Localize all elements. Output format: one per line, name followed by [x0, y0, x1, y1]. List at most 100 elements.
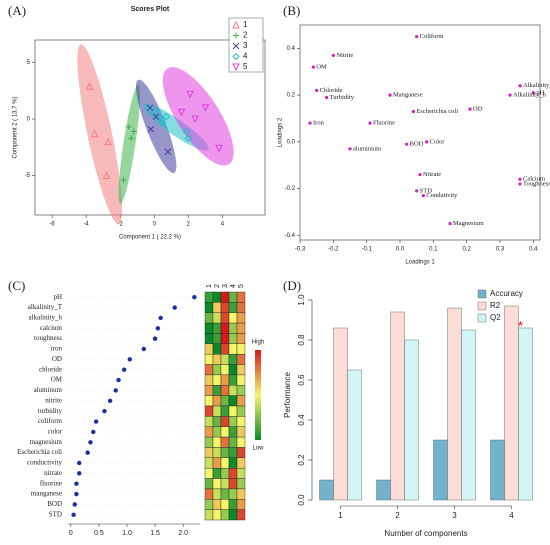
heatmap-cell	[204, 426, 214, 438]
heatmap-cell	[204, 312, 214, 324]
category-label: color	[48, 428, 63, 436]
heatmap-cell	[204, 353, 214, 365]
legend-swatch	[477, 301, 487, 311]
heatmap-cell	[204, 457, 214, 469]
heatmap-cell	[212, 416, 222, 427]
legend-label: 1	[243, 20, 248, 29]
heatmap-cell	[220, 467, 230, 479]
x-tick-label: 4	[221, 222, 225, 228]
heatmap-cell	[236, 488, 246, 500]
heatmap-cell	[212, 385, 222, 396]
dot	[74, 481, 79, 486]
dot	[121, 367, 127, 372]
colorbar-label: Low	[252, 446, 264, 452]
point	[411, 109, 415, 114]
x-tick-label: 2	[187, 222, 191, 228]
dot	[77, 460, 82, 466]
point-label: Coliform	[420, 33, 444, 40]
point-label: pH	[536, 89, 544, 96]
dot	[107, 398, 113, 404]
x-tick-label: -6	[49, 222, 55, 228]
heatmap-cell	[204, 364, 214, 376]
x-tick-label: 0.5	[94, 530, 104, 537]
point-label: Manganese	[393, 92, 423, 99]
category-label: coliform	[38, 417, 63, 425]
point-label: Calcium	[523, 176, 545, 183]
heatmap-cell	[228, 405, 238, 417]
heatmap-cell	[212, 364, 222, 376]
annotation: *	[518, 318, 524, 334]
heatmap-cell	[228, 436, 238, 448]
heatmap-cell	[236, 333, 246, 345]
heatmap-cell	[204, 478, 214, 490]
category-label: alkalinity_T	[28, 303, 63, 311]
y-tick-label: 0.4	[297, 414, 306, 426]
heatmap-cell	[220, 343, 230, 355]
point	[468, 107, 472, 111]
point	[518, 177, 522, 181]
heatmap-cell	[228, 447, 238, 459]
dot	[72, 502, 77, 507]
point-label: Alkalinity_T	[523, 82, 550, 89]
heatmap-cell	[236, 405, 246, 417]
point	[85, 82, 94, 90]
x-tick-label: 0.1	[429, 247, 438, 253]
dot	[74, 491, 79, 497]
point	[90, 129, 99, 138]
point-label: Nitrite	[336, 52, 353, 59]
heatmap-cell	[236, 364, 246, 376]
heatmap-column-label: 2	[214, 284, 221, 288]
point	[120, 177, 127, 183]
heatmap-cell	[228, 322, 238, 334]
heatmap-cell	[212, 343, 222, 355]
heatmap-cell	[228, 499, 238, 510]
point	[128, 135, 135, 142]
heatmap-cell	[220, 364, 230, 376]
heatmap-cell	[236, 426, 246, 438]
y-tick-label: 0.8	[297, 334, 306, 346]
point	[448, 222, 452, 226]
point	[311, 65, 315, 69]
point	[162, 113, 170, 121]
legend-label: Q2	[490, 313, 501, 322]
point-label: OM	[316, 64, 327, 71]
legend-label: 5	[243, 62, 248, 71]
point	[425, 140, 429, 144]
bar	[490, 439, 505, 501]
category-label: iron	[51, 345, 63, 353]
x-tick-label: 0.4	[529, 247, 538, 253]
x-tick-label: 2	[395, 511, 400, 520]
heatmap-cell	[204, 405, 214, 417]
point	[146, 104, 154, 112]
dot	[152, 336, 158, 341]
bar	[333, 327, 348, 501]
point	[518, 182, 522, 186]
heatmap-cell	[228, 353, 238, 365]
point-label: Color	[430, 138, 446, 145]
x-tick-label: 1	[338, 511, 343, 520]
heatmap-cell	[228, 478, 238, 490]
point	[518, 84, 522, 88]
category-label: OD	[52, 355, 62, 363]
panel-label: (C)	[8, 278, 25, 293]
y-tick-label: 0.2	[297, 454, 306, 466]
x-tick-label: 0.3	[496, 247, 505, 253]
heatmap-cell	[212, 457, 222, 469]
category-label: STD	[49, 510, 62, 518]
dot	[77, 471, 82, 476]
heatmap-cell	[204, 499, 214, 510]
point-label: aluminium	[353, 145, 381, 152]
heatmap-cell	[204, 509, 214, 521]
y-tick-label: 0.4	[287, 46, 296, 52]
dot	[116, 377, 121, 383]
category-label: magnesium	[30, 438, 63, 446]
point	[201, 104, 210, 112]
point	[104, 137, 113, 146]
category-label: turbidity	[38, 407, 63, 415]
x-tick-label: 1.5	[150, 530, 160, 537]
bar	[376, 479, 391, 501]
heatmap-cell	[228, 291, 238, 303]
heatmap-cell	[212, 395, 222, 407]
heatmap-cell	[236, 302, 246, 313]
category-label: conductivity	[27, 459, 62, 467]
